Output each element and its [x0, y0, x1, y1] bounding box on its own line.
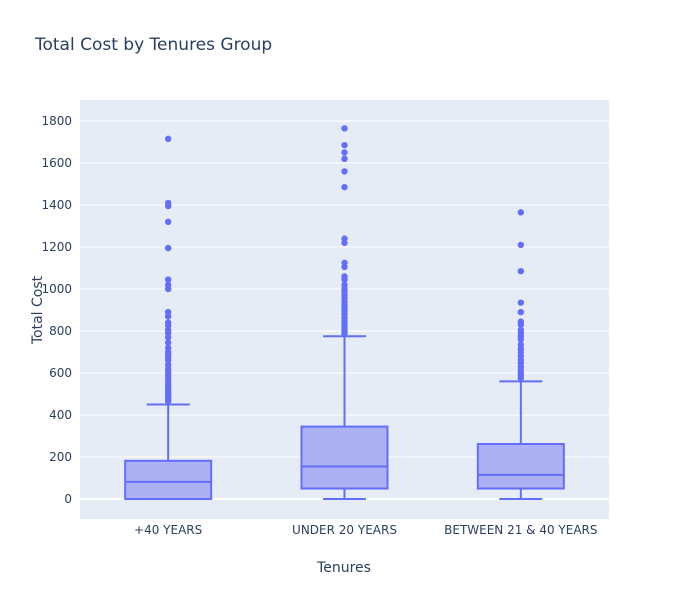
outlier-point — [517, 318, 525, 325]
y-tick-label: 1200 — [41, 240, 72, 254]
outlier-point — [164, 344, 172, 352]
y-tick-label: 1400 — [41, 198, 72, 212]
outlier-point — [341, 273, 348, 280]
outlier-point — [341, 149, 348, 156]
y-tick-label: 1600 — [41, 156, 72, 170]
boxes-layer — [124, 125, 565, 501]
outlier-point — [517, 299, 525, 306]
box-iqr — [476, 443, 565, 490]
outlier-point — [164, 339, 172, 346]
outlier-point — [517, 326, 525, 334]
outlier-point — [341, 281, 348, 289]
y-tick-label: 1000 — [41, 282, 72, 296]
box-iqr — [124, 459, 213, 501]
y-tick-label: 0 — [64, 492, 72, 506]
outlier-point — [517, 308, 525, 316]
x-tick-label: BETWEEN 21 & 40 YEARS — [444, 523, 597, 537]
outlier-point — [341, 235, 348, 242]
outlier-point — [341, 183, 348, 191]
outlier-point — [517, 209, 525, 216]
y-tick-label: 200 — [49, 450, 72, 464]
outlier-point — [341, 168, 348, 175]
outlier-point — [517, 267, 525, 275]
y-tick-label: 1800 — [41, 114, 72, 128]
outlier-point — [164, 276, 172, 283]
outlier-point — [164, 199, 172, 207]
box-group — [124, 135, 213, 501]
y-tick-label: 800 — [49, 324, 72, 338]
outlier-point — [164, 281, 172, 289]
outlier-point — [164, 244, 172, 252]
box-group — [300, 125, 389, 501]
y-tick-label: 400 — [49, 408, 72, 422]
outlier-point — [341, 125, 348, 132]
outlier-point — [341, 141, 348, 149]
box-iqr — [300, 425, 389, 490]
outlier-point — [164, 319, 172, 326]
chart-title: Total Cost by Tenures Group — [34, 35, 272, 55]
outlier-point — [517, 241, 525, 249]
outlier-point — [341, 155, 348, 163]
outlier-point — [164, 135, 172, 143]
y-tick-label: 600 — [49, 366, 72, 380]
x-axis-label: Tenures — [316, 560, 371, 576]
outlier-point — [164, 218, 172, 226]
x-tick-labels: +40 YEARS UNDER 20 YEARS BETWEEN 21 & 40 Y… — [134, 523, 597, 537]
outlier-point — [517, 341, 525, 348]
outlier-point — [164, 308, 172, 316]
x-tick-label: UNDER 20 YEARS — [292, 523, 397, 537]
outlier-point — [341, 259, 348, 266]
y-axis-label: Total Cost — [30, 275, 46, 345]
x-tick-label: +40 YEARS — [134, 523, 202, 537]
box-group — [476, 209, 565, 501]
y-tick-labels: 0 200 400 600 800 1000 1200 1400 1600 1800 — [41, 114, 72, 506]
